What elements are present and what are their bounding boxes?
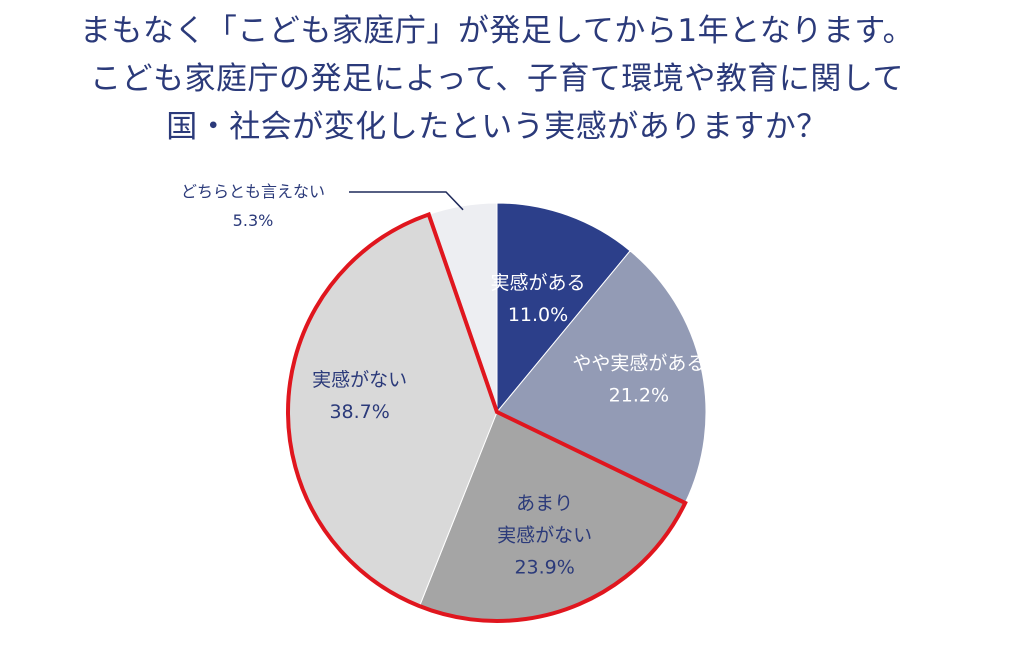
- pie-slice-1: [496, 202, 631, 414]
- highlight-outline-group: [286, 211, 688, 623]
- slice-label-text: 実感がある: [491, 272, 586, 294]
- pie-slice-2: [496, 250, 707, 504]
- slice-label-5: どちらとも言えない 5.3%: [181, 182, 464, 230]
- title-line-3: 国・社会が変化したという実感がありますか？: [166, 109, 828, 145]
- slice-label-text: 実感がない: [497, 525, 592, 547]
- slice-label-4: 実感がない 38.7%: [312, 369, 407, 423]
- slice-labels: 実感がある11.0%やや実感がある21.2%あまり実感がない23.9%実感がない…: [181, 182, 705, 579]
- slice-label-text: あまり: [516, 493, 573, 515]
- callout-value: 5.3%: [233, 211, 274, 230]
- callout-label-text: どちらとも言えない: [181, 182, 325, 201]
- chart-title: まもなく「こども家庭庁」が発足してから1年となります。 こども家庭庁の発足によっ…: [80, 13, 914, 145]
- pie-slices: [287, 202, 707, 622]
- title-line-2: こども家庭庁の発足によって、子育て環境や教育に関して: [90, 61, 904, 97]
- slice-value: 38.7%: [329, 401, 389, 423]
- title-line-1: まもなく「こども家庭庁」が発足してから1年となります。: [80, 13, 914, 49]
- slice-value: 23.9%: [514, 557, 574, 579]
- slice-value: 11.0%: [508, 304, 568, 326]
- callout-leader-line: [349, 191, 464, 211]
- slice-label-1: 実感がある 11.0%: [491, 272, 586, 326]
- slice-label-text: 実感がない: [312, 369, 407, 391]
- slice-value: 21.2%: [609, 385, 669, 407]
- slice-label-text: やや実感がある: [572, 353, 705, 375]
- highlight-outline: [286, 211, 688, 623]
- slice-label-2: やや実感がある 21.2%: [572, 353, 705, 407]
